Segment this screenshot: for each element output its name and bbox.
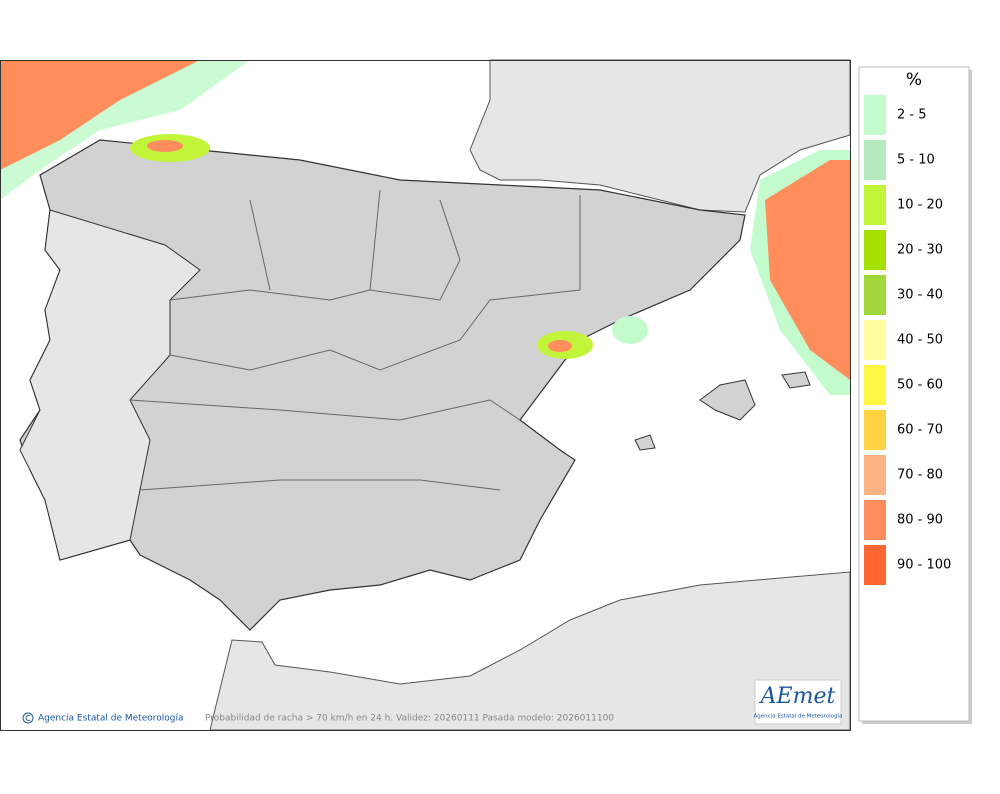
- logo-subtitle: Agencia Estatal de Meteorología: [754, 713, 843, 720]
- legend-swatch: [864, 95, 886, 135]
- legend-label: 70 - 80: [897, 468, 943, 483]
- border: [129, 399, 521, 421]
- prob-area: [0, 60, 200, 170]
- credit: Agencia Estatal de Meteorología: [38, 714, 184, 724]
- credit-icon: [22, 712, 34, 724]
- legend-label: 40 - 50: [897, 333, 943, 348]
- prob-area: [147, 140, 183, 152]
- legend-swatch: [864, 185, 886, 225]
- legend-swatch: [864, 275, 886, 315]
- legend-swatch: [864, 455, 886, 495]
- france: [469, 59, 851, 213]
- legend-label: 30 - 40: [897, 288, 943, 303]
- region-borders: [129, 189, 581, 491]
- legend-swatch: [864, 140, 886, 180]
- legend-label: 10 - 20: [897, 198, 943, 213]
- border: [169, 289, 581, 371]
- legend-swatch: [864, 500, 886, 540]
- border: [249, 189, 581, 291]
- legend-label: 5 - 10: [897, 153, 935, 168]
- legend-swatch: [864, 230, 886, 270]
- logo-name: AEmet: [759, 684, 836, 709]
- ibiza: [634, 434, 656, 451]
- probability-areas: [0, 60, 850, 395]
- logo: AEmet Agencia Estatal de Meteorología: [754, 679, 843, 725]
- legend-swatch: [864, 545, 886, 585]
- map-frame: [0, 60, 851, 731]
- africa: [209, 571, 851, 731]
- legend-label: 50 - 60: [897, 378, 943, 393]
- legend-label: 60 - 70: [897, 423, 943, 438]
- border: [139, 479, 501, 491]
- legend-label: 90 - 100: [897, 558, 951, 573]
- legend-label: 20 - 30: [897, 243, 943, 258]
- legend-swatch: [864, 320, 886, 360]
- mallorca: [699, 379, 756, 421]
- legend-swatch: [864, 365, 886, 405]
- map: Agencia Estatal de Meteorología Probabil…: [0, 59, 851, 731]
- menorca: [781, 371, 811, 389]
- legend: % 2 - 5 5 - 10 10 - 20 20 - 30 30 - 40 40 - 5…: [858, 66, 972, 724]
- prob-area: [612, 316, 648, 344]
- legend-label: 80 - 90: [897, 513, 943, 528]
- legend-swatch: [864, 410, 886, 450]
- legend-label: 2 - 5: [897, 108, 927, 123]
- prob-area: [548, 340, 572, 352]
- prob-area: [765, 160, 850, 380]
- legend-title: %: [906, 70, 922, 90]
- caption: Probabilidad de racha > 70 km/h en 24 h.…: [205, 714, 614, 724]
